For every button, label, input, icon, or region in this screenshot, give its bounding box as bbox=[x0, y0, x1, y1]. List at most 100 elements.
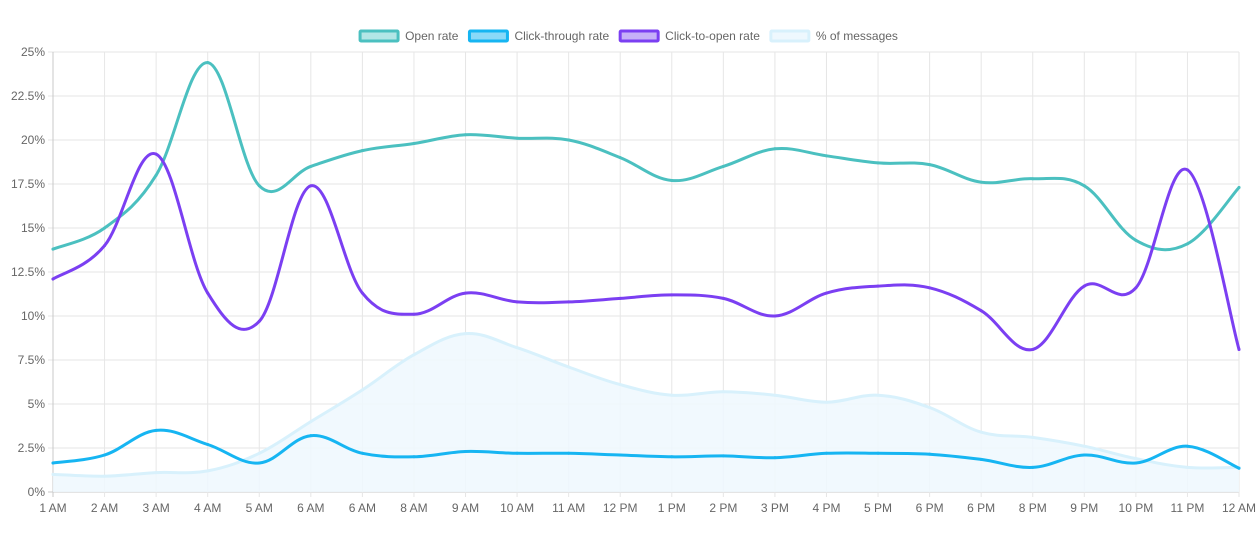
data-point[interactable] bbox=[1134, 286, 1138, 290]
data-point[interactable] bbox=[154, 173, 158, 177]
data-point[interactable] bbox=[928, 452, 932, 456]
data-point[interactable] bbox=[876, 451, 880, 455]
data-point[interactable] bbox=[51, 472, 55, 476]
data-point[interactable] bbox=[206, 442, 210, 446]
data-point[interactable] bbox=[206, 61, 210, 65]
data-point[interactable] bbox=[1237, 347, 1241, 351]
data-point[interactable] bbox=[567, 451, 571, 455]
data-point[interactable] bbox=[670, 393, 674, 397]
data-point[interactable] bbox=[721, 164, 725, 168]
data-point[interactable] bbox=[670, 455, 674, 459]
data-point[interactable] bbox=[1134, 461, 1138, 465]
data-point[interactable] bbox=[928, 163, 932, 167]
data-point[interactable] bbox=[412, 142, 416, 146]
data-point[interactable] bbox=[515, 346, 519, 350]
data-point[interactable] bbox=[979, 430, 983, 434]
data-point[interactable] bbox=[1185, 168, 1189, 172]
data-point[interactable] bbox=[1031, 465, 1035, 469]
data-point[interactable] bbox=[412, 353, 416, 357]
data-point[interactable] bbox=[464, 332, 468, 336]
data-point[interactable] bbox=[1082, 444, 1086, 448]
data-point[interactable] bbox=[103, 226, 107, 230]
data-point[interactable] bbox=[515, 136, 519, 140]
data-point[interactable] bbox=[154, 428, 158, 432]
data-point[interactable] bbox=[206, 469, 210, 473]
data-point[interactable] bbox=[51, 247, 55, 251]
data-point[interactable] bbox=[464, 133, 468, 137]
data-point[interactable] bbox=[103, 453, 107, 457]
data-point[interactable] bbox=[412, 312, 416, 316]
data-point[interactable] bbox=[1031, 347, 1035, 351]
data-point[interactable] bbox=[464, 291, 468, 295]
data-point[interactable] bbox=[876, 161, 880, 165]
data-point[interactable] bbox=[360, 291, 364, 295]
data-point[interactable] bbox=[876, 284, 880, 288]
data-point[interactable] bbox=[567, 138, 571, 142]
data-point[interactable] bbox=[1185, 465, 1189, 469]
data-point[interactable] bbox=[309, 434, 313, 438]
data-point[interactable] bbox=[360, 149, 364, 153]
data-point[interactable] bbox=[103, 474, 107, 478]
data-point[interactable] bbox=[1237, 186, 1241, 190]
data-point[interactable] bbox=[257, 319, 261, 323]
data-point[interactable] bbox=[670, 178, 674, 182]
data-point[interactable] bbox=[1237, 466, 1241, 470]
data-point[interactable] bbox=[103, 244, 107, 248]
data-point[interactable] bbox=[618, 296, 622, 300]
data-point[interactable] bbox=[51, 277, 55, 281]
data-point[interactable] bbox=[876, 393, 880, 397]
data-point[interactable] bbox=[773, 314, 777, 318]
data-point[interactable] bbox=[309, 420, 313, 424]
data-point[interactable] bbox=[721, 390, 725, 394]
data-point[interactable] bbox=[1134, 238, 1138, 242]
data-point[interactable] bbox=[309, 164, 313, 168]
data-point[interactable] bbox=[257, 184, 261, 188]
data-point[interactable] bbox=[1185, 444, 1189, 448]
data-point[interactable] bbox=[360, 388, 364, 392]
data-point[interactable] bbox=[721, 454, 725, 458]
data-point[interactable] bbox=[567, 300, 571, 304]
data-point[interactable] bbox=[773, 456, 777, 460]
data-point[interactable] bbox=[206, 291, 210, 295]
data-point[interactable] bbox=[1082, 284, 1086, 288]
data-point[interactable] bbox=[309, 184, 313, 188]
data-point[interactable] bbox=[721, 296, 725, 300]
data-point[interactable] bbox=[154, 471, 158, 475]
legend-item-click-to-open-rate[interactable]: Click-to-open rate bbox=[618, 29, 760, 43]
data-point[interactable] bbox=[824, 154, 828, 158]
data-point[interactable] bbox=[1185, 242, 1189, 246]
data-point[interactable] bbox=[515, 300, 519, 304]
data-point[interactable] bbox=[979, 457, 983, 461]
data-point[interactable] bbox=[618, 383, 622, 387]
data-point[interactable] bbox=[1031, 177, 1035, 181]
data-point[interactable] bbox=[824, 400, 828, 404]
data-point[interactable] bbox=[773, 147, 777, 151]
legend-item-click-through-rate[interactable]: Click-through rate bbox=[467, 29, 609, 43]
series-open-rate bbox=[51, 61, 1241, 252]
data-point[interactable] bbox=[824, 291, 828, 295]
data-point[interactable] bbox=[928, 406, 932, 410]
data-point[interactable] bbox=[257, 451, 261, 455]
data-point[interactable] bbox=[412, 455, 416, 459]
data-point[interactable] bbox=[1082, 184, 1086, 188]
data-point[interactable] bbox=[257, 461, 261, 465]
data-point[interactable] bbox=[1134, 457, 1138, 461]
data-point[interactable] bbox=[773, 393, 777, 397]
legend-item-open-rate[interactable]: Open rate bbox=[358, 29, 459, 43]
data-point[interactable] bbox=[464, 450, 468, 454]
data-point[interactable] bbox=[928, 286, 932, 290]
data-point[interactable] bbox=[154, 152, 158, 156]
data-point[interactable] bbox=[51, 461, 55, 465]
legend-item-of-messages[interactable]: % of messages bbox=[769, 29, 898, 43]
data-point[interactable] bbox=[618, 156, 622, 160]
data-point[interactable] bbox=[618, 453, 622, 457]
data-point[interactable] bbox=[360, 451, 364, 455]
data-point[interactable] bbox=[515, 451, 519, 455]
data-point[interactable] bbox=[1031, 435, 1035, 439]
data-point[interactable] bbox=[670, 293, 674, 297]
data-point[interactable] bbox=[1082, 453, 1086, 457]
data-point[interactable] bbox=[567, 365, 571, 369]
data-point[interactable] bbox=[824, 451, 828, 455]
data-point[interactable] bbox=[979, 180, 983, 184]
data-point[interactable] bbox=[979, 309, 983, 313]
